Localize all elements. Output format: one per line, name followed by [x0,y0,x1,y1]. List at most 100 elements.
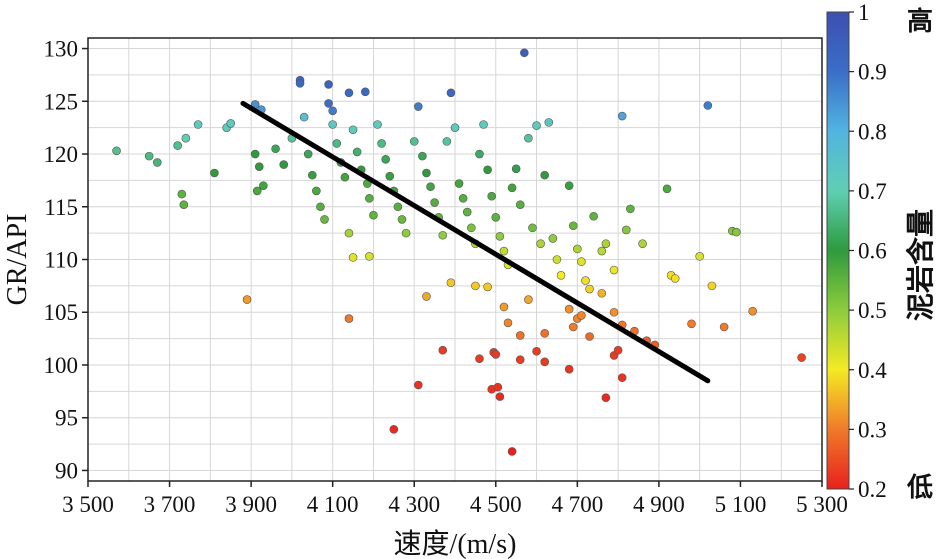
x-tick-label: 4 700 [551,492,603,517]
x-tick-label: 4 300 [388,492,440,517]
scatter-point [585,284,594,294]
scatter-point [719,322,729,332]
colorbar-label: 泥岩含量 [904,209,937,321]
scatter-point [413,102,423,111]
scatter-point [524,133,533,143]
scatter-point [348,253,358,262]
scatter-point [348,125,358,135]
scatter-point [226,119,236,128]
scatter-point [422,168,431,178]
scatter-point [295,79,305,88]
scatter-point [242,295,252,304]
scatter-point [548,234,558,243]
scatter-point [597,288,607,298]
y-tick-label: 90 [55,458,78,483]
scatter-point [621,225,631,235]
scatter-point [540,170,550,180]
scatter-point [617,111,627,121]
x-tick-label: 4 500 [470,492,522,517]
scatter-point [601,239,611,248]
scatter-point [467,223,476,233]
scatter-point [446,278,456,288]
scatter-point [613,345,623,355]
scatter-point [385,171,395,181]
scatter-point [352,147,362,157]
colorbar-tick-label: 0.5 [858,298,887,323]
scatter-point [422,292,431,301]
scatter-point [515,200,525,209]
scatter-point [344,228,354,238]
scatter-point [413,380,423,390]
scatter-point [409,137,419,146]
colorbar-tick-label: 0.2 [858,477,887,502]
scatter-point [703,101,713,110]
scatter-point [597,246,607,256]
colorbar-tick-label: 0.6 [858,239,887,264]
x-tick-label: 5 100 [715,492,767,517]
scatter-point [442,137,452,146]
scatter-point [259,181,268,190]
scatter-point [144,151,154,161]
scatter-point [503,318,513,328]
y-axis-ticks: 90 95 100 105 110 115 120 125 130 [44,37,88,483]
scatter-point [369,210,378,220]
scatter-point [316,202,325,212]
scatter-point [491,350,501,359]
scatter-point [177,189,187,199]
scatter-point [556,271,566,280]
scatter-point [638,239,647,248]
scatter-point [373,120,382,129]
scatter-point [462,207,472,217]
y-tick-label: 110 [44,248,78,273]
scatter-point [328,106,337,116]
scatter-point [524,295,533,304]
scatter-point [540,357,550,367]
scatter-point [312,186,321,196]
scatter-point [732,227,741,237]
scatter-point [495,231,505,241]
scatter-point [324,80,333,89]
colorbar-tick-label: 0.3 [858,417,887,442]
scatter-point [491,213,501,222]
y-tick-label: 130 [44,37,79,62]
x-axis-ticks: 3 500 3 700 3 900 4 100 4 300 4 500 4 700 4 900… [62,481,848,517]
scatter-point [577,257,586,266]
scatter-point [438,230,448,240]
scatter-point [609,307,619,317]
scatter-point [328,120,337,129]
colorbar-tick-label: 0.8 [858,119,887,144]
scatter-point [528,223,537,233]
scatter-point [568,221,578,231]
x-tick-label: 3 700 [144,492,196,517]
scatter-point [577,311,586,320]
scatter-point [707,281,717,291]
scatter-point [515,355,525,365]
scatter-point [532,121,541,130]
scatter-point [552,255,562,264]
scatter-point [271,144,280,154]
scatter-point [450,123,460,132]
colorbar-tick-label: 0.4 [858,358,887,383]
trend-line [240,100,711,384]
grid [87,38,823,481]
colorbar-tick-label: 0.7 [858,179,887,204]
colorbar [826,11,850,490]
colorbar-high-label: 高 [907,6,933,37]
scatter-point [173,141,183,150]
scatter-point [340,172,350,182]
y-tick-label: 105 [44,300,79,325]
scatter-point [418,151,427,161]
scatter-point [210,168,219,178]
colorbar-low-label: 低 [906,473,933,503]
scatter-point [589,211,598,221]
scatter-point [401,228,411,238]
scatter-point [377,139,386,148]
scatter-point [573,244,582,254]
scatter-point [365,194,374,203]
scatter-point [609,265,619,275]
scatter-point [393,202,403,212]
scatter-point [254,162,264,171]
y-tick-label: 125 [44,89,79,114]
scatter-point [536,239,545,248]
